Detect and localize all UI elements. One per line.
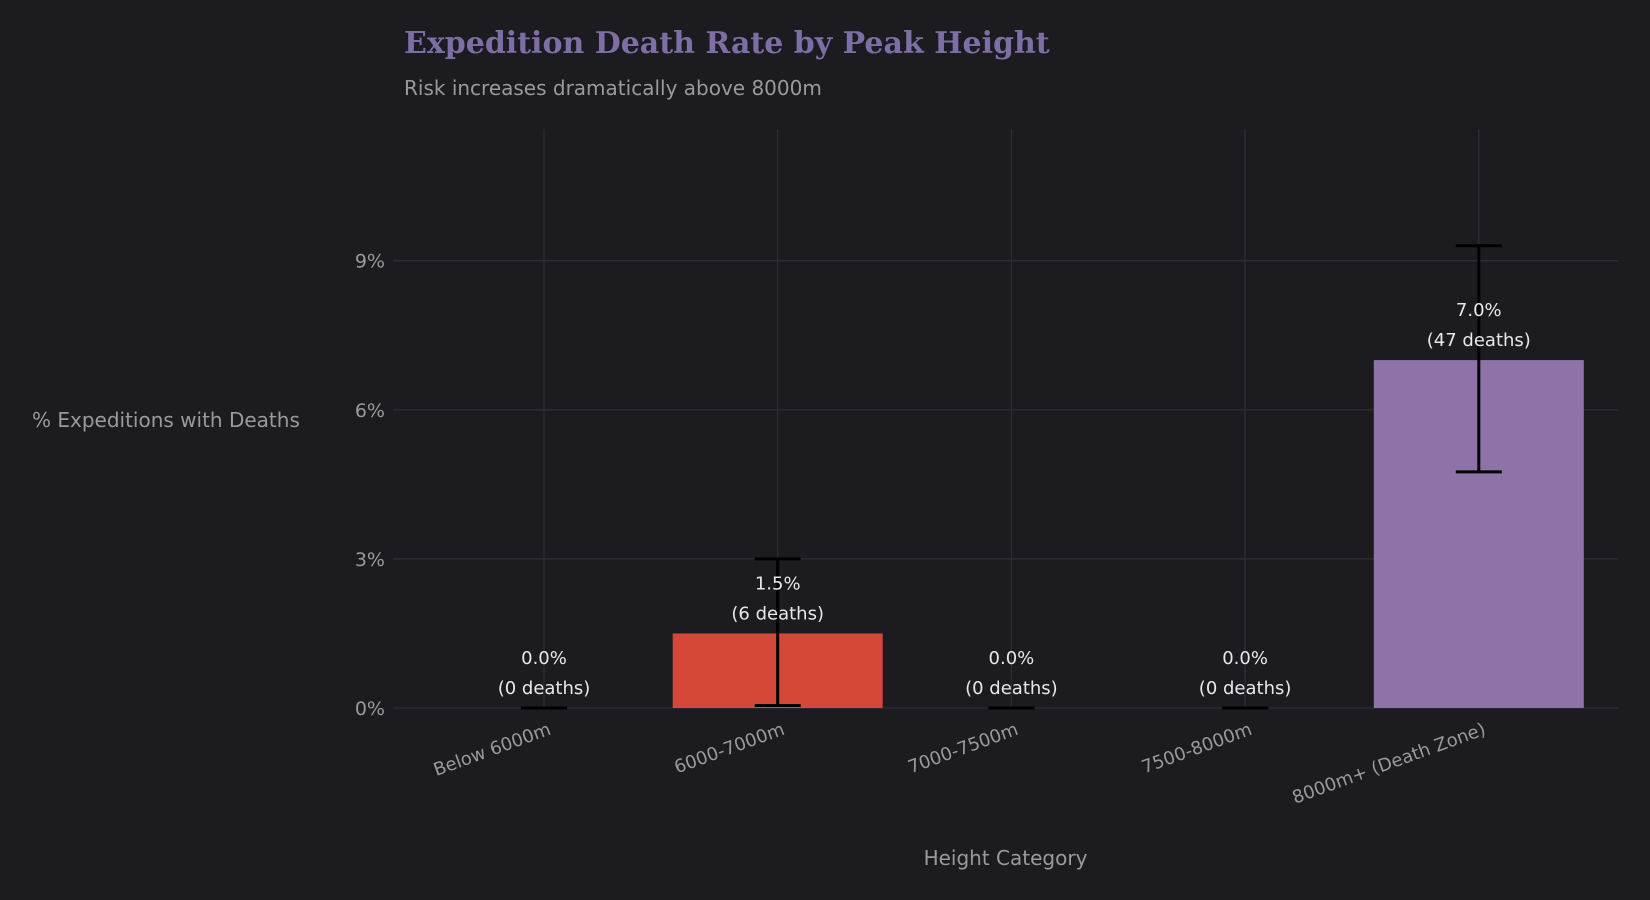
deaths-label: (0 deaths) bbox=[965, 678, 1058, 699]
value-label: 7.0% bbox=[1456, 300, 1502, 321]
value-label: 0.0% bbox=[521, 648, 567, 669]
value-label: 0.0% bbox=[1222, 648, 1268, 669]
x-tick-label: Below 6000m bbox=[431, 719, 554, 781]
deaths-label: (0 deaths) bbox=[498, 678, 591, 699]
chart-title: Expedition Death Rate by Peak Height bbox=[404, 26, 1050, 61]
x-tick-label: 8000m+ (Death Zone) bbox=[1289, 719, 1488, 809]
x-tick-label: 7500-8000m bbox=[1139, 719, 1255, 778]
x-axis-label: Height Category bbox=[924, 846, 1088, 870]
deaths-label: (6 deaths) bbox=[731, 603, 824, 624]
y-axis-label: % Expeditions with Deaths bbox=[32, 408, 300, 432]
deaths-label: (47 deaths) bbox=[1427, 330, 1531, 351]
chart-subtitle: Risk increases dramatically above 8000m bbox=[404, 76, 822, 100]
x-tick-label: 6000-7000m bbox=[672, 719, 788, 778]
value-label: 0.0% bbox=[989, 648, 1035, 669]
y-tick-label: 3% bbox=[355, 549, 385, 571]
value-label: 1.5% bbox=[755, 573, 801, 594]
deaths-label: (0 deaths) bbox=[1199, 678, 1292, 699]
y-tick-label: 9% bbox=[355, 251, 385, 273]
x-tick-label: 7000-7500m bbox=[905, 719, 1021, 778]
y-tick-label: 6% bbox=[355, 400, 385, 422]
y-tick-label: 0% bbox=[355, 698, 385, 720]
